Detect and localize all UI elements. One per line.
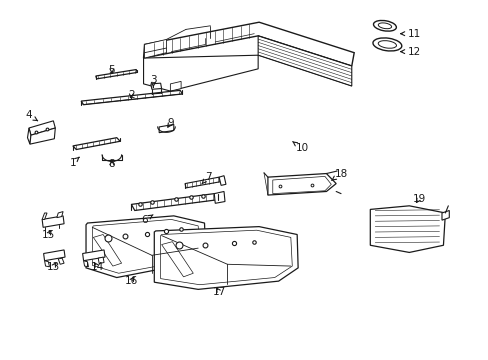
Text: 14: 14: [90, 262, 103, 272]
Polygon shape: [154, 226, 298, 289]
Polygon shape: [83, 261, 88, 267]
Polygon shape: [73, 138, 120, 149]
Text: 13: 13: [47, 262, 60, 272]
Polygon shape: [143, 55, 258, 91]
Polygon shape: [44, 261, 49, 267]
Ellipse shape: [378, 23, 391, 29]
Text: 1: 1: [69, 157, 79, 168]
Text: 9: 9: [167, 118, 173, 128]
Polygon shape: [272, 176, 330, 194]
Polygon shape: [161, 242, 193, 277]
Polygon shape: [27, 128, 31, 144]
Ellipse shape: [372, 38, 401, 51]
Polygon shape: [369, 206, 445, 252]
Text: 3: 3: [150, 75, 156, 87]
Polygon shape: [58, 258, 64, 264]
Polygon shape: [214, 192, 224, 203]
Polygon shape: [29, 121, 55, 135]
Text: 16: 16: [124, 276, 138, 286]
Polygon shape: [82, 250, 105, 261]
Polygon shape: [96, 69, 137, 79]
Polygon shape: [131, 194, 217, 211]
Polygon shape: [219, 176, 225, 185]
Polygon shape: [92, 220, 199, 273]
Polygon shape: [258, 36, 351, 86]
Text: 19: 19: [411, 194, 425, 204]
Text: 10: 10: [292, 141, 308, 153]
Text: 4: 4: [25, 111, 38, 121]
Ellipse shape: [378, 41, 396, 48]
Text: 17: 17: [212, 287, 225, 297]
Polygon shape: [30, 128, 55, 144]
Text: 18: 18: [331, 168, 347, 180]
Polygon shape: [267, 174, 335, 195]
Polygon shape: [170, 81, 181, 91]
Text: 11: 11: [400, 29, 420, 39]
Text: 15: 15: [42, 230, 55, 239]
Text: 8: 8: [108, 159, 115, 169]
Text: 6: 6: [141, 215, 153, 225]
Polygon shape: [57, 212, 63, 218]
Text: 7: 7: [202, 172, 211, 184]
Text: 5: 5: [108, 64, 115, 75]
Polygon shape: [86, 216, 205, 278]
Ellipse shape: [373, 21, 396, 31]
Polygon shape: [144, 40, 166, 58]
Polygon shape: [441, 211, 448, 220]
Text: 12: 12: [400, 46, 420, 57]
Polygon shape: [151, 83, 161, 89]
Polygon shape: [93, 234, 122, 266]
Polygon shape: [42, 216, 64, 227]
Polygon shape: [42, 213, 47, 220]
Polygon shape: [43, 250, 65, 261]
Text: 2: 2: [128, 90, 134, 100]
Polygon shape: [160, 230, 292, 285]
Polygon shape: [143, 22, 353, 66]
Polygon shape: [81, 90, 182, 105]
Polygon shape: [98, 257, 104, 264]
Polygon shape: [159, 125, 173, 133]
Polygon shape: [184, 177, 220, 188]
